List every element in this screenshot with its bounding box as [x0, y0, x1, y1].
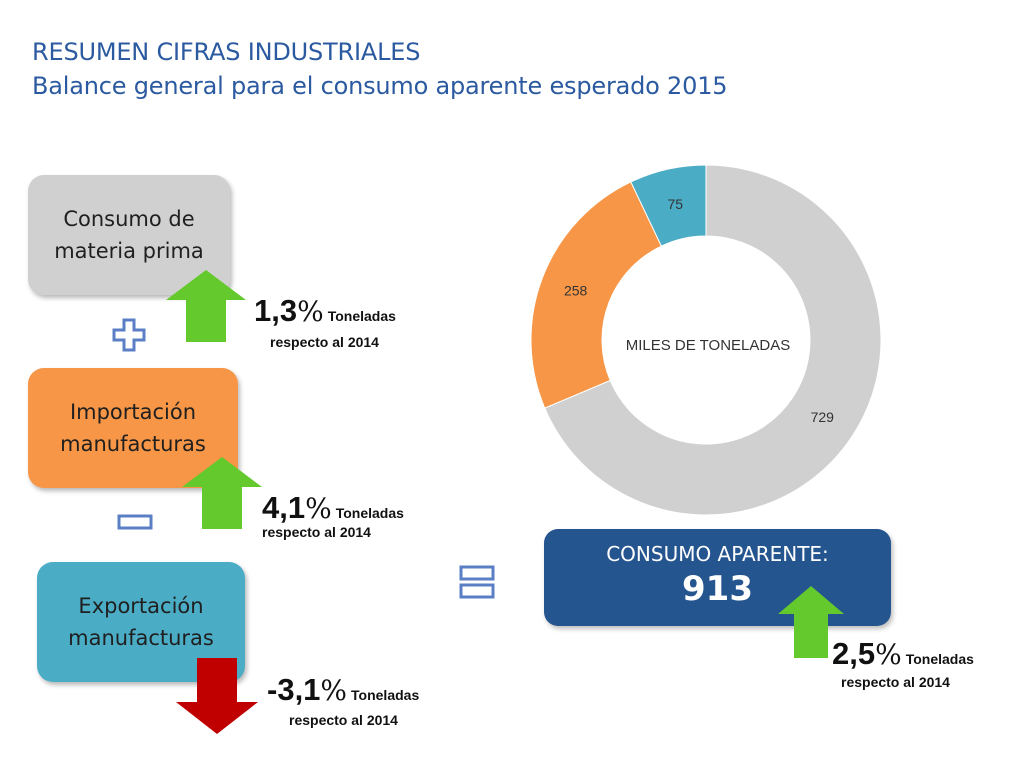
card-label: Exportación manufacturas: [68, 594, 214, 650]
change-note: respecto al 2014: [262, 524, 371, 540]
page-title: RESUMEN CIFRAS INDUSTRIALES: [32, 38, 421, 66]
donut-slice-258: [530, 181, 663, 409]
total-value: 913: [682, 569, 753, 609]
minus-icon: [117, 514, 153, 530]
change-percent: 2,5% Toneladas: [832, 636, 974, 671]
donut-data-label: 729: [811, 409, 835, 425]
card-consumo-materia-prima: Consumo de materia prima: [28, 175, 230, 295]
total-label: CONSUMO APARENTE:: [606, 542, 829, 566]
card-label: Consumo de materia prima: [54, 207, 204, 263]
change-percent: -3,1% Toneladas: [267, 672, 420, 707]
change-note: respecto al 2014: [841, 674, 950, 690]
change-note: respecto al 2014: [270, 334, 379, 350]
card-label: Importación manufacturas: [60, 400, 206, 456]
donut-slice-729: [544, 164, 882, 516]
change-percent: 4,1% Toneladas: [262, 490, 404, 525]
donut-data-label: 75: [668, 196, 684, 212]
donut-slice-75: [630, 164, 707, 247]
page-subtitle: Balance general para el consumo aparente…: [32, 72, 728, 100]
donut-chart: 729 258 75 MILES DE TONELADAS: [530, 164, 882, 516]
arrow-up-icon: [182, 457, 262, 529]
card-importacion-manufacturas: Importación manufacturas: [28, 368, 238, 488]
change-percent: 1,3% Toneladas: [254, 293, 396, 328]
arrow-up-icon: [778, 586, 844, 658]
change-note: respecto al 2014: [289, 712, 398, 728]
arrow-up-icon: [166, 270, 246, 342]
plus-icon: [112, 318, 146, 352]
equals-icon: [459, 565, 495, 599]
chart-center-label: MILES DE TONELADAS: [626, 337, 791, 354]
donut-data-label: 258: [564, 282, 588, 298]
arrow-down-icon: [176, 658, 258, 734]
